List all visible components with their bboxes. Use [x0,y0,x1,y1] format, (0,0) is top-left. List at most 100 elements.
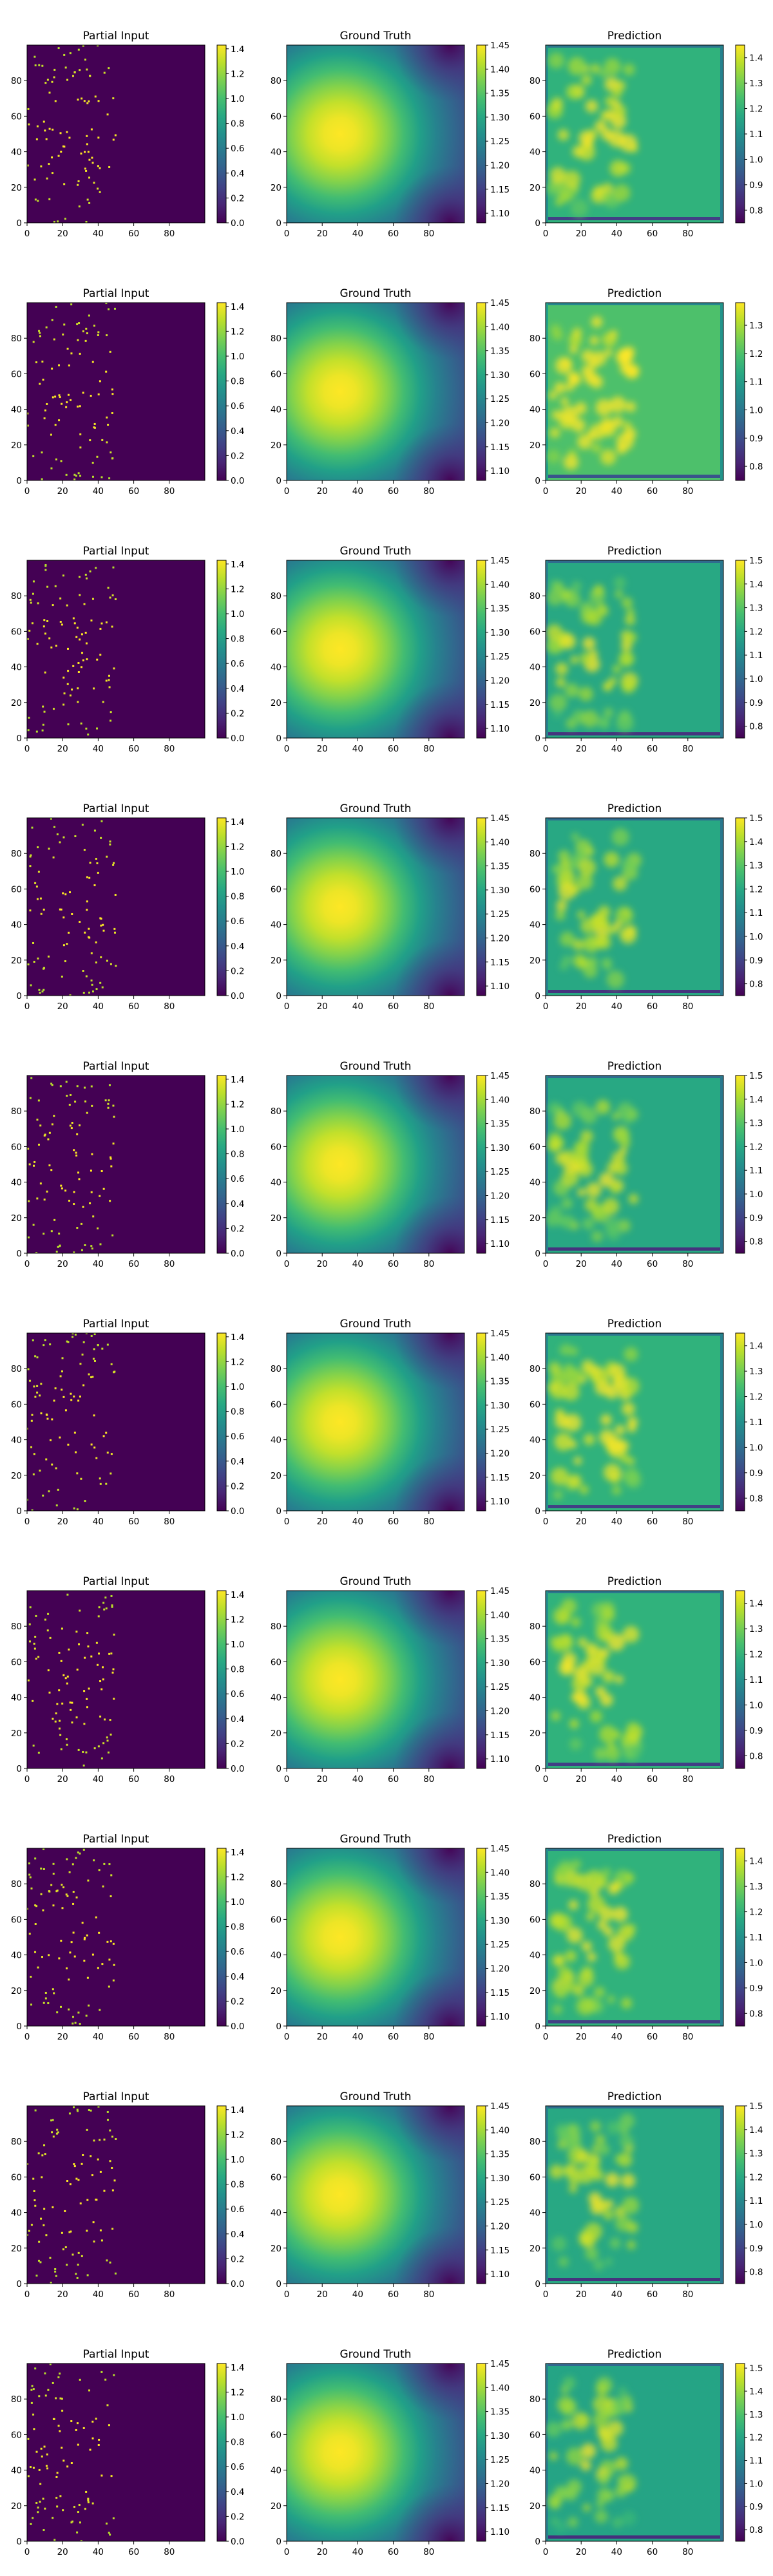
observed-point-9-94 [32,942,35,944]
observed-point-18-80 [66,1675,69,1678]
observed-point-9-88 [47,955,50,958]
observed-point-0-56 [62,145,64,147]
observed-point-18-69 [87,1645,90,1648]
xtick-label-13-3: 60 [388,1259,399,1269]
xtick-label-29-2: 40 [611,2547,622,2557]
observed-point-18-51 [113,1633,115,1636]
observed-point-12-25 [112,1104,115,1107]
observed-point-0-50 [77,99,79,101]
observed-point-3-34 [111,388,113,391]
observed-point-21-86 [27,1908,28,1910]
observed-point-0-79 [80,152,82,155]
observed-point-15-85 [43,1344,45,1347]
colorbar-tick-8-3: 1.1 [749,650,763,661]
observed-point-18-78 [111,1605,113,1608]
observed-point-24-10 [27,2163,28,2166]
colorbar-tick-14-0: 0.8 [749,1237,763,1247]
colorbar-tick-5-1: 0.9 [749,433,763,444]
observed-point-6-25 [81,666,83,668]
observed-point-24-1 [43,2208,46,2210]
observed-point-0-9 [103,71,106,74]
colorbar-tick-28-7: 1.45 [490,2359,510,2369]
xtick-label-12-4: 80 [164,1259,175,1269]
heatmap-20 [546,1591,723,1768]
observed-point-6-2 [113,667,115,670]
observed-point-9-58 [33,960,35,963]
observed-point-24-61 [90,2155,92,2157]
observed-point-6-75 [44,671,46,674]
ytick-label-29-0: 0 [535,2537,540,2547]
observed-point-9-31 [93,829,96,832]
colorbar-tick-10-5: 1.35 [490,862,510,872]
xtick-label-20-2: 40 [611,1774,622,1785]
ytick-label-9-4: 80 [11,849,22,859]
observed-point-0-10 [35,138,38,140]
ytick-label-19-2: 40 [271,1693,282,1703]
ytick-label-1-3: 60 [271,111,282,122]
ytick-label-0-1: 20 [11,183,22,193]
observed-point-27-3 [43,2529,45,2532]
observed-point-3-72 [105,303,108,305]
ytick-label-8-0: 0 [535,734,540,744]
colorbar-tick-20-3: 1.1 [749,1675,763,1685]
xtick-label-10-3: 60 [388,1001,399,1012]
xtick-label-25-3: 60 [388,2289,399,2300]
observed-point-3-66 [77,405,79,408]
ytick-label-13-3: 60 [271,1142,282,1152]
observed-point-27-90 [85,2490,88,2493]
observed-point-3-82 [109,350,111,353]
observed-point-12-1 [102,1188,105,1190]
colorbar-tick-8-1: 0.9 [749,698,763,708]
observed-point-6-60 [110,719,112,722]
observed-point-12-14 [64,1189,67,1192]
observed-point-3-31 [91,462,94,464]
xtick-label-28-2: 40 [352,2547,363,2557]
observed-point-12-8 [55,1251,58,1253]
observed-point-6-91 [75,636,78,638]
observed-point-21-3 [112,1979,115,1982]
xtick-label-28-3: 60 [388,2547,399,2557]
observed-point-12-27 [48,1164,51,1167]
observed-point-6-68 [81,652,84,654]
observed-point-24-45 [66,2179,69,2182]
colorbar-tick-15-7: 1.4 [231,1332,244,1343]
observed-point-9-18 [62,916,65,919]
observed-point-15-73 [84,1500,86,1502]
colorbar-tick-23-3: 1.1 [749,1933,763,1943]
observed-point-12-28 [60,1184,62,1187]
colorbar-tick-13-4: 1.30 [490,1143,510,1153]
colorbar-7 [476,560,486,739]
colorbar-tick-3-0: 0.0 [231,476,244,486]
observed-point-24-13 [73,2163,75,2166]
observed-point-0-90 [48,91,51,94]
observed-point-15-50 [99,1477,101,1480]
observed-point-24-34 [76,2277,79,2279]
xtick-label-8-2: 40 [611,744,622,754]
ytick-label-2-3: 60 [530,111,540,122]
observed-point-3-43 [73,478,76,480]
observed-point-6-38 [63,692,66,695]
observed-point-27-52 [35,2450,38,2453]
observed-point-9-12 [84,931,86,934]
observed-point-27-16 [29,2466,32,2468]
colorbar-tick-15-1: 0.2 [231,1481,244,1492]
colorbar-tick-20-6: 1.4 [749,1599,763,1609]
observed-point-6-85 [79,638,81,641]
colorbar-tick-14-5: 1.3 [749,1119,763,1129]
observed-point-24-71 [115,2138,117,2141]
observed-point-12-84 [77,1171,80,1174]
observed-point-6-78 [27,638,29,640]
observed-point-0-35 [73,71,76,73]
observed-point-15-43 [93,1348,95,1350]
observed-point-6-53 [111,594,114,596]
observed-point-0-12 [51,156,53,158]
observed-point-24-38 [33,2199,36,2202]
xtick-label-8-4: 80 [682,744,693,754]
observed-point-27-40 [33,2428,35,2430]
ytick-label-20-4: 80 [530,1622,540,1632]
ytick-label-5-0: 0 [535,476,540,486]
xtick-label-6-3: 60 [128,744,139,754]
colorbar-22 [476,1848,486,2027]
colorbar-tick-2-1: 0.9 [749,180,763,191]
observed-point-15-35 [88,1373,90,1376]
